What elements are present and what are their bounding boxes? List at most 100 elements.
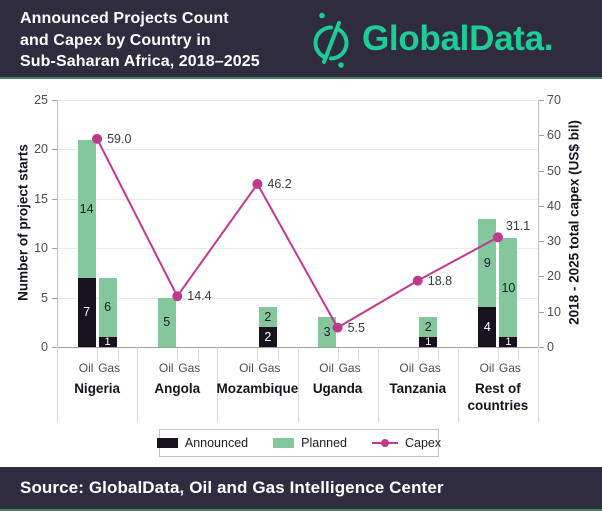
globaldata-logo-icon: [313, 12, 349, 68]
y-axis-left-tick-label: 10: [34, 241, 48, 256]
capex-value-label: 31.1: [505, 219, 531, 234]
oil-gas-tick: [417, 348, 419, 361]
subcategory-label: Gas: [338, 361, 361, 375]
subcategory-label: Gas: [258, 361, 281, 375]
oil-gas-tick: [518, 348, 520, 361]
subcategory-label: Oil: [399, 361, 415, 375]
category-label: Mozambique: [216, 381, 299, 396]
y-axis-right-tick-label: 20: [547, 269, 561, 284]
subcategory-label: Oil: [78, 361, 94, 375]
source-text: Source: GlobalData, Oil and Gas Intellig…: [20, 478, 444, 497]
oil-gas-tick: [177, 348, 179, 361]
y-axis-right-tick-label: 0: [547, 340, 554, 354]
legend-label-capex: Capex: [405, 436, 442, 450]
chart-title: Announced Projects Count and Capex by Co…: [20, 8, 260, 73]
subcategory-label: Oil: [479, 361, 495, 375]
y-axis-left-line: [57, 100, 58, 347]
subcategory-label: Oil: [319, 361, 334, 375]
capex-value-label: 46.2: [267, 176, 292, 191]
y-axis-right-tick-label: 30: [547, 234, 561, 249]
gridline: [57, 198, 538, 200]
capex-marker: [412, 275, 423, 286]
legend-label-announced: Announced: [184, 436, 249, 450]
gridline: [57, 100, 538, 101]
y-axis-right-tick-label: 60: [547, 128, 561, 143]
bar-segment-announced: 1: [499, 336, 518, 348]
category-label: Uganda: [312, 381, 363, 396]
y-axis-left-title: Number of project starts: [15, 143, 31, 301]
category-label: Rest of countries: [467, 381, 529, 413]
category-separator: [377, 347, 379, 422]
capex-value-label: 18.8: [427, 273, 453, 288]
category-separator: [57, 347, 58, 422]
bar-segment-planned: 2: [258, 307, 277, 328]
y-axis-right-tick: [539, 135, 544, 137]
gridline: [57, 149, 538, 151]
bar-segment-planned: 2: [419, 317, 438, 338]
legend-item-capex: Capex: [372, 436, 441, 450]
y-axis-right-tick: [539, 170, 544, 172]
combo-chart: 0 5 10 15 20 25 0 10 20 30 40 50 60 70 7 14 Oil 1 6 Gas Nige…: [0, 79, 602, 429]
y-axis-right-tick: [539, 347, 544, 348]
y-axis-right-tick: [539, 311, 544, 313]
y-axis-left-tick-label: 5: [41, 290, 48, 305]
bar-segment-announced: 2: [258, 327, 277, 347]
category-label: Tanzania: [389, 381, 447, 396]
bar-segment-planned: 14: [77, 139, 96, 278]
oil-gas-tick: [197, 348, 199, 361]
legend-marker-capex: [372, 439, 398, 447]
oil-gas-tick: [438, 348, 440, 361]
chart-title-line3: Sub-Saharan Africa, 2018–2025: [20, 53, 260, 70]
legend-label-planned: Planned: [301, 436, 347, 450]
bar-segment-planned: 3: [318, 317, 337, 347]
y-axis-right-title: 2018 - 2025 total capex (US$ bil): [566, 119, 582, 325]
capex-value-label: 59.0: [107, 131, 132, 146]
oil-gas-tick: [97, 348, 99, 361]
y-axis-right-tick: [539, 205, 544, 207]
y-axis-left-tick: [52, 347, 57, 348]
y-axis-right-tick-label: 40: [547, 198, 561, 213]
oil-gas-tick: [358, 348, 360, 361]
y-axis-left-tick-label: 25: [34, 93, 48, 107]
y-axis-right-tick: [539, 100, 544, 101]
category-label: Angola: [154, 381, 201, 396]
y-axis-left-tick-label: 15: [34, 191, 48, 206]
y-axis-left-tick: [52, 149, 57, 151]
legend-swatch-announced: [156, 438, 178, 448]
subcategory-label: Oil: [158, 361, 174, 375]
oil-gas-tick: [337, 348, 339, 361]
category-separator: [217, 347, 219, 422]
y-axis-left-tick: [52, 297, 57, 299]
source-footer: Source: GlobalData, Oil and Gas Intellig…: [0, 467, 602, 511]
bar-segment-planned: 6: [98, 277, 117, 338]
legend-item-planned: Planned: [273, 436, 347, 450]
y-axis-left-tick: [52, 100, 57, 101]
category-separator: [538, 347, 539, 422]
legend-swatch-planned: [273, 438, 295, 448]
oil-gas-tick: [277, 348, 279, 361]
subcategory-label: Gas: [98, 361, 121, 375]
oil-gas-tick: [497, 348, 499, 361]
category-separator: [457, 347, 459, 422]
bar-segment-announced: 1: [419, 336, 438, 348]
globaldata-wordmark: GlobalData.: [362, 19, 554, 58]
chart-title-line1: Announced Projects Count: [20, 10, 229, 27]
subcategory-label: Gas: [498, 361, 521, 375]
bar-segment-announced: 1: [98, 336, 117, 348]
chart-title-line2: and Capex by Country in: [20, 31, 211, 49]
y-axis-right-line: [538, 100, 539, 347]
capex-value-label: 14.4: [187, 289, 212, 304]
header: Announced Projects Count and Capex by Co…: [0, 0, 602, 79]
bar-segment-announced: 7: [77, 277, 96, 347]
y-axis-right-tick-label: 50: [547, 163, 561, 178]
category-label: Nigeria: [74, 381, 120, 396]
capex-value-label: 5.5: [347, 320, 365, 335]
bar-segment-announced: 4: [478, 307, 497, 347]
capex-marker: [252, 178, 263, 189]
y-axis-right-tick-label: 70: [547, 93, 561, 107]
oil-gas-tick: [117, 348, 119, 361]
globaldata-logo: GlobalData.: [310, 9, 553, 69]
bar-segment-planned: 5: [157, 297, 176, 347]
y-axis-left-tick-label: 0: [41, 340, 48, 354]
